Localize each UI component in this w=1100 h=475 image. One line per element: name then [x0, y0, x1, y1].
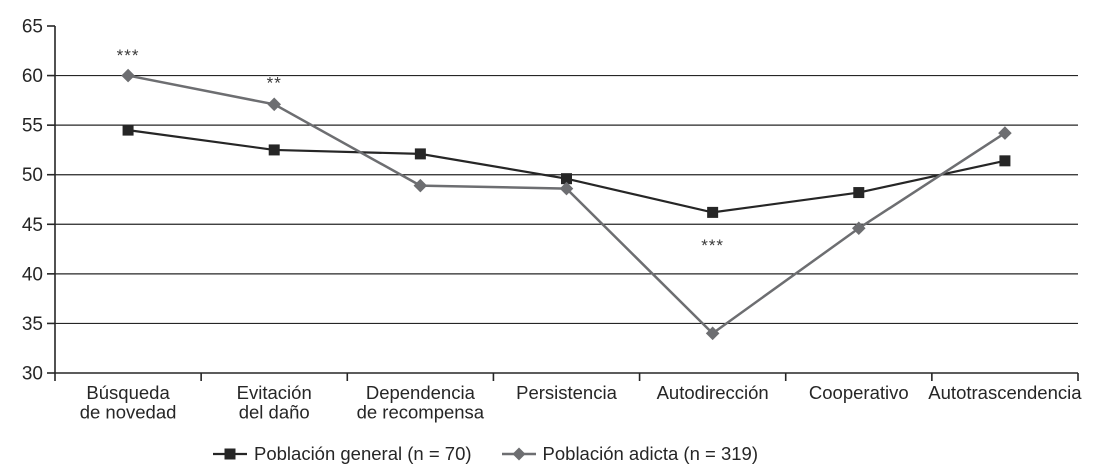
data-point-square	[268, 144, 280, 156]
legend-marker-diamond	[501, 447, 536, 461]
legend-label-poblacion-adicta: Población adicta (n = 319)	[542, 443, 758, 464]
data-point-square	[122, 124, 134, 136]
data-point-square	[707, 206, 719, 218]
y-axis-tick-label: 60	[22, 66, 43, 87]
square-marker-icon	[224, 448, 236, 460]
significance-annotation: ***	[701, 236, 724, 255]
data-point-square	[999, 155, 1011, 167]
chart-legend: Población general (n = 70) Población adi…	[213, 443, 758, 465]
series-line-0	[127, 129, 1006, 214]
y-axis-tick-label: 55	[22, 116, 43, 137]
significance-annotation: ***	[117, 46, 140, 65]
data-point-diamond	[998, 126, 1012, 140]
legend-item-poblacion-general: Población general (n = 70)	[213, 443, 472, 465]
y-axis-tick-label: 35	[22, 314, 43, 335]
x-axis-category-label: del daño	[239, 402, 310, 423]
x-axis-category-label: Dependencia	[366, 382, 476, 403]
x-axis-category-label: Autodirección	[657, 382, 769, 403]
y-axis-tick-label: 40	[22, 264, 43, 285]
y-axis-tick-label: 50	[22, 165, 43, 186]
significance-annotation: **	[267, 74, 282, 93]
series-line-1	[127, 74, 1006, 335]
y-axis-tick-label: 30	[22, 364, 43, 385]
data-point-diamond	[413, 178, 428, 193]
x-axis-category-label: Persistencia	[516, 382, 617, 403]
legend-label-poblacion-general: Población general (n = 70)	[254, 443, 472, 464]
data-point-diamond	[121, 68, 135, 83]
data-point-diamond	[851, 221, 866, 236]
diamond-marker-icon	[512, 447, 526, 461]
data-point-square	[853, 187, 865, 199]
x-axis-category-label: Cooperativo	[809, 382, 909, 403]
x-axis-category-label: de recompensa	[357, 402, 485, 423]
data-point-square	[414, 148, 426, 160]
legend-item-poblacion-adicta: Población adicta (n = 319)	[501, 443, 758, 465]
x-axis-category-label: Evitación	[237, 382, 312, 403]
legend-marker-square	[213, 448, 247, 460]
y-axis-tick-label: 45	[22, 215, 43, 236]
y-axis-tick-label: 65	[22, 17, 43, 38]
data-point-diamond	[267, 97, 282, 112]
x-axis-category-label: Autotrascendencia	[928, 382, 1082, 403]
x-axis-category-label: Búsqueda	[86, 382, 170, 403]
x-axis-category-label: de novedad	[80, 402, 177, 423]
data-point-square	[561, 173, 572, 185]
data-point-diamond	[559, 181, 574, 196]
